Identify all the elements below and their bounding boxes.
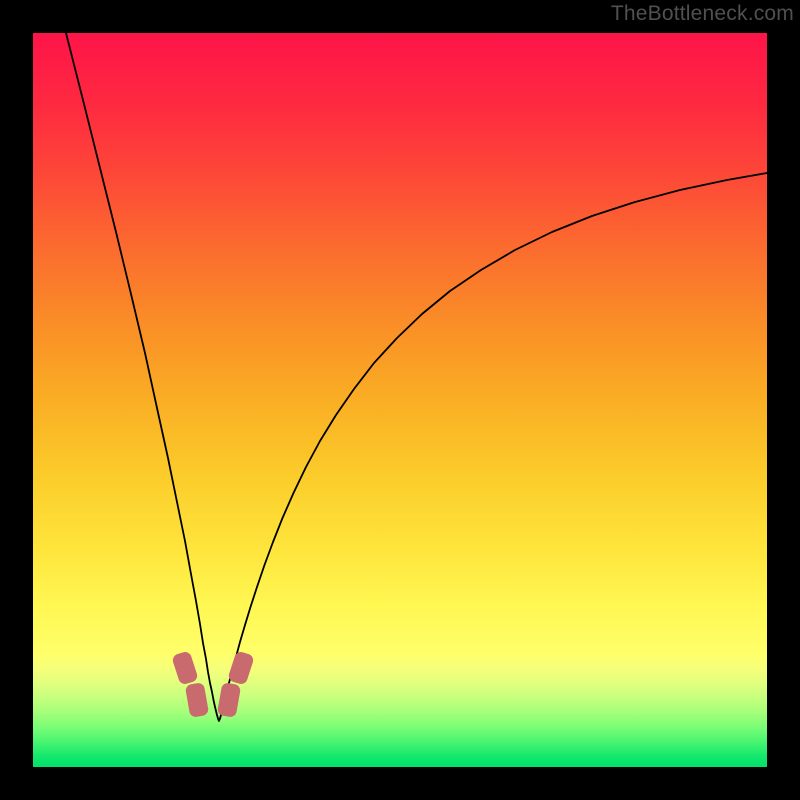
chart-container: TheBottleneck.com [0,0,800,800]
chart-svg [0,0,800,800]
plot-area [33,33,767,767]
watermark-text: TheBottleneck.com [611,2,794,26]
heat-gradient-fill [33,33,767,767]
